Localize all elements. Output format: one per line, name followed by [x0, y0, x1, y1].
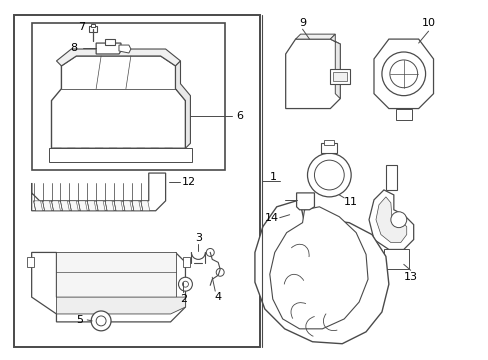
Polygon shape	[56, 297, 185, 314]
Polygon shape	[254, 200, 388, 344]
Text: 13: 13	[403, 272, 417, 282]
Polygon shape	[96, 43, 121, 54]
Polygon shape	[81, 148, 89, 160]
Polygon shape	[122, 148, 131, 160]
Polygon shape	[137, 148, 144, 160]
Polygon shape	[95, 148, 103, 160]
Bar	[14, 15, 259, 347]
Polygon shape	[122, 201, 132, 211]
Polygon shape	[48, 148, 192, 162]
Polygon shape	[53, 148, 61, 160]
Text: 7: 7	[78, 22, 84, 32]
Polygon shape	[183, 257, 190, 267]
Polygon shape	[34, 201, 42, 211]
Text: 10: 10	[421, 18, 435, 28]
Polygon shape	[330, 69, 349, 84]
Polygon shape	[150, 148, 158, 160]
Polygon shape	[32, 252, 185, 322]
Polygon shape	[78, 201, 87, 211]
Polygon shape	[132, 201, 141, 211]
Circle shape	[307, 153, 350, 197]
Polygon shape	[119, 45, 131, 53]
Polygon shape	[105, 201, 114, 211]
Polygon shape	[375, 197, 406, 243]
Circle shape	[216, 268, 224, 276]
Polygon shape	[51, 56, 185, 148]
Text: 12: 12	[181, 177, 195, 187]
Polygon shape	[385, 165, 396, 190]
Polygon shape	[56, 252, 175, 297]
Text: 5: 5	[76, 315, 82, 325]
Text: 1: 1	[270, 172, 277, 182]
Polygon shape	[67, 148, 75, 160]
Polygon shape	[141, 201, 149, 211]
Text: 8: 8	[70, 43, 77, 53]
Polygon shape	[330, 34, 340, 99]
Bar	[324, 140, 334, 145]
Polygon shape	[285, 39, 340, 109]
Circle shape	[91, 311, 111, 331]
Polygon shape	[333, 72, 346, 81]
Polygon shape	[51, 201, 61, 211]
Text: 2: 2	[180, 294, 186, 304]
Circle shape	[381, 52, 425, 96]
Circle shape	[178, 277, 192, 291]
Polygon shape	[87, 201, 96, 211]
Circle shape	[390, 212, 406, 228]
Circle shape	[182, 281, 188, 287]
Polygon shape	[175, 61, 190, 148]
Polygon shape	[61, 201, 69, 211]
Polygon shape	[27, 257, 34, 267]
Polygon shape	[56, 49, 180, 66]
Bar	[32, 23, 224, 170]
Polygon shape	[164, 148, 172, 160]
Text: 6: 6	[236, 112, 243, 121]
Circle shape	[389, 60, 417, 88]
Polygon shape	[32, 173, 165, 211]
Polygon shape	[69, 201, 78, 211]
Text: 4: 4	[214, 292, 222, 302]
Polygon shape	[321, 143, 337, 153]
Polygon shape	[383, 249, 408, 269]
Bar	[105, 39, 115, 45]
Polygon shape	[42, 201, 51, 211]
Bar	[91, 24, 95, 27]
Text: 14: 14	[264, 213, 278, 223]
Polygon shape	[96, 201, 105, 211]
Polygon shape	[109, 148, 117, 160]
Polygon shape	[114, 201, 122, 211]
Polygon shape	[395, 109, 411, 121]
Polygon shape	[368, 190, 413, 249]
Polygon shape	[295, 34, 335, 39]
Polygon shape	[373, 39, 433, 109]
Bar	[89, 26, 97, 32]
Circle shape	[96, 316, 106, 326]
Circle shape	[314, 160, 344, 190]
Polygon shape	[269, 207, 367, 329]
Text: 3: 3	[194, 233, 202, 243]
Polygon shape	[296, 193, 314, 210]
Circle shape	[206, 248, 214, 256]
Text: 9: 9	[298, 18, 305, 28]
Text: 11: 11	[344, 197, 357, 207]
